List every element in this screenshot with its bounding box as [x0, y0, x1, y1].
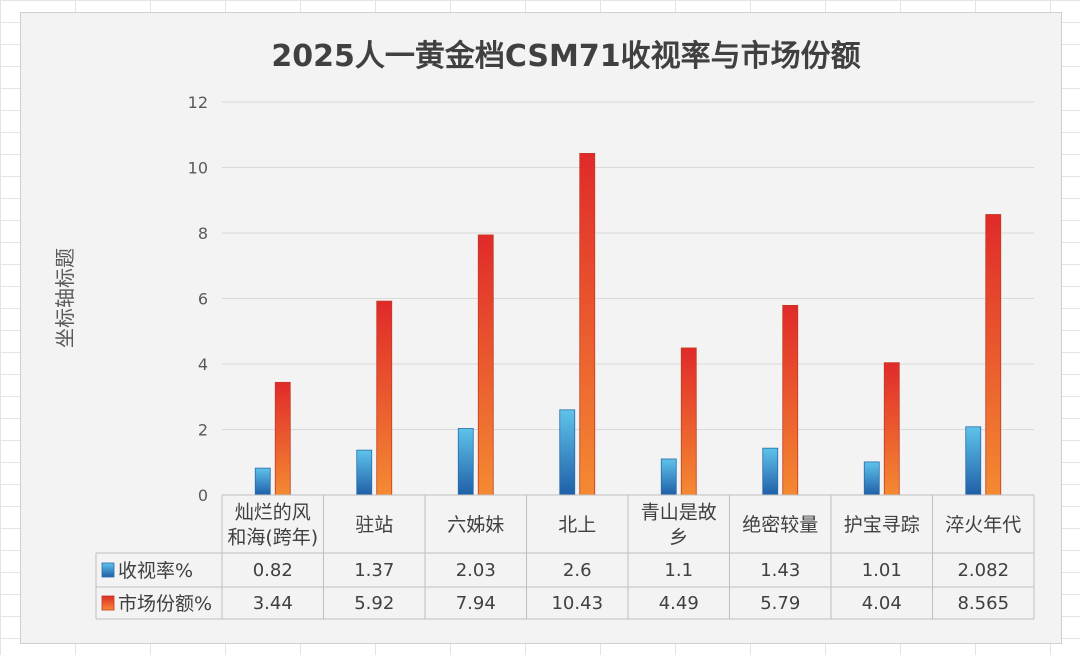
- y-tick-label: 12: [188, 93, 208, 112]
- chart-area[interactable]: [20, 12, 1062, 644]
- bar-rating[interactable]: [254, 467, 271, 496]
- category-label: 北上: [558, 514, 596, 536]
- data-label: 2.6: [563, 560, 592, 581]
- bar-share[interactable]: [579, 153, 596, 496]
- category-label: 和海(跨年): [227, 527, 318, 549]
- legend-label: 收视率%: [118, 560, 193, 582]
- bar-share[interactable]: [985, 214, 1002, 496]
- category-label: 驻站: [355, 514, 393, 536]
- y-tick-label: 6: [198, 290, 208, 309]
- data-label: 1.1: [664, 560, 693, 581]
- bar-rating[interactable]: [457, 428, 474, 496]
- legend-key-rating: [101, 562, 115, 578]
- data-label: 10.43: [551, 593, 603, 614]
- category-label: 淬火年代: [945, 514, 1021, 536]
- data-label: 1.43: [760, 560, 800, 581]
- y-tick-label: 10: [188, 159, 208, 178]
- data-label: 8.565: [957, 593, 1009, 614]
- bar-rating[interactable]: [559, 409, 576, 496]
- data-label: 7.94: [456, 593, 496, 614]
- legend-key-share: [101, 595, 115, 611]
- category-label: 灿烂的风: [235, 502, 311, 524]
- data-label: 3.44: [253, 593, 293, 614]
- legend-label: 市场份额%: [118, 593, 212, 615]
- data-label: 2.082: [957, 560, 1009, 581]
- bar-rating[interactable]: [762, 447, 779, 496]
- category-label: 青山是故: [641, 502, 717, 524]
- bar-share[interactable]: [477, 234, 494, 496]
- bar-rating[interactable]: [660, 458, 677, 496]
- category-label: 绝密较量: [742, 514, 818, 536]
- data-label: 0.82: [253, 560, 293, 581]
- bar-share[interactable]: [782, 304, 799, 496]
- data-label: 5.79: [760, 593, 800, 614]
- data-label: 2.03: [456, 560, 496, 581]
- bar-rating[interactable]: [965, 426, 982, 496]
- category-label: 护宝寻踪: [844, 514, 920, 536]
- bar-share[interactable]: [680, 347, 697, 496]
- data-label: 1.37: [354, 560, 394, 581]
- bar-share[interactable]: [883, 362, 900, 496]
- category-label: 六姊妹: [447, 514, 504, 536]
- data-label: 1.01: [862, 560, 902, 581]
- y-tick-label: 2: [198, 421, 208, 440]
- y-tick-label: 8: [198, 224, 208, 243]
- y-tick-label: 4: [198, 355, 208, 374]
- bar-rating[interactable]: [356, 449, 373, 496]
- bar-share[interactable]: [274, 381, 291, 496]
- chart-title: 2025人一黄金档CSM71收视率与市场份额: [271, 39, 860, 74]
- bar-share[interactable]: [376, 300, 393, 496]
- y-axis-title: 坐标轴标题: [53, 248, 77, 348]
- category-label: 乡: [669, 527, 688, 549]
- data-label: 4.49: [659, 593, 699, 614]
- y-tick-label: 0: [198, 486, 208, 505]
- bar-rating[interactable]: [863, 461, 880, 496]
- data-label: 4.04: [862, 593, 902, 614]
- data-label: 5.92: [354, 593, 394, 614]
